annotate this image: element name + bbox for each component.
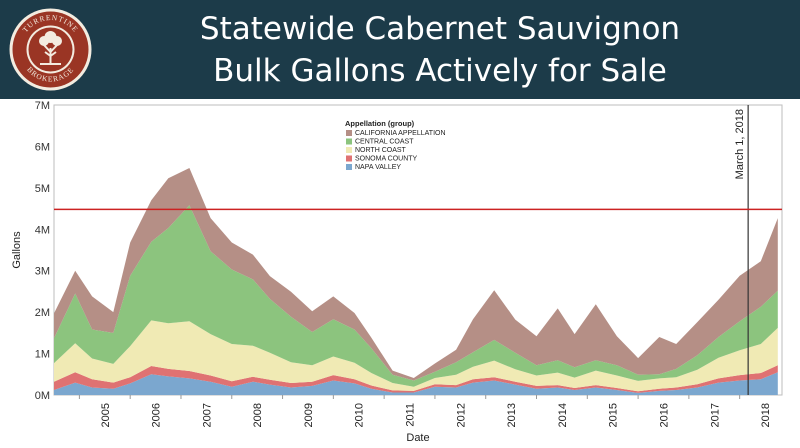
stacked-area-chart: 0M 1M 2M 3M 4M 5M 6M 7M 2005 2006 2007 2008 2009 2010… <box>0 99 800 448</box>
legend-item-label: NAPA VALLEY <box>355 164 401 171</box>
turrentine-brokerage-logo: TURRENTINE BROKERAGE <box>9 8 92 91</box>
header-banner: TURRENTINE BROKERAGE Statewide Cabernet … <box>0 0 800 99</box>
x-tick-label: 2009 <box>303 403 315 427</box>
x-tick-label: 2007 <box>201 403 213 427</box>
legend-swatch <box>346 155 352 162</box>
y-tick-label: 6M <box>35 141 50 153</box>
x-tick-label: 2006 <box>151 403 163 427</box>
legend-swatch <box>346 138 352 145</box>
x-tick-label: 2018 <box>760 403 772 427</box>
legend-swatch <box>346 130 352 136</box>
y-tick-label: 3M <box>35 266 50 278</box>
x-tick-label: 2010 <box>354 403 366 427</box>
title-line-2: Bulk Gallons Actively for Sale <box>213 53 667 89</box>
x-tick-label: 2016 <box>658 403 670 427</box>
page-title: Statewide Cabernet Sauvignon Bulk Gallon… <box>140 8 740 92</box>
x-tick-label: 2015 <box>608 403 620 427</box>
y-tick-label: 5M <box>35 183 50 195</box>
x-axis-title: Date <box>406 432 429 444</box>
x-tick-label: 2014 <box>557 403 569 427</box>
x-tick-label: 2017 <box>709 403 721 427</box>
area-series-north-coast <box>54 320 778 392</box>
legend-title: Appellation (group) <box>345 119 415 128</box>
legend-item-label: CENTRAL COAST <box>355 139 414 146</box>
x-tick-label: 2013 <box>506 403 518 427</box>
y-tick-label: 0M <box>35 390 50 402</box>
x-tick-label: 2008 <box>252 403 264 427</box>
x-tick-label: 2011 <box>405 403 417 427</box>
y-tick-label: 7M <box>35 100 50 112</box>
legend-item-label: SONOMA COUNTY <box>355 156 418 163</box>
reference-line-label: March 1, 2018 <box>734 109 746 179</box>
legend-swatch <box>346 164 352 170</box>
x-tick-label: 2005 <box>100 403 112 427</box>
area-series-central-coast <box>54 205 778 387</box>
area-series-napa-valley <box>54 372 778 395</box>
area-series-sonoma-county <box>54 365 778 393</box>
x-tick-label: 2012 <box>455 403 467 427</box>
legend-item-label: CALIFORNIA APPELLATION <box>355 130 446 137</box>
area-series-california-appellation <box>54 168 778 381</box>
legend-item-label: NORTH COAST <box>355 147 407 154</box>
y-tick-label: 2M <box>35 307 50 319</box>
y-tick-label: 1M <box>35 349 50 361</box>
title-line-1: Statewide Cabernet Sauvignon <box>199 11 681 47</box>
y-axis-title: Gallons <box>11 231 23 269</box>
legend-swatch <box>346 147 352 153</box>
y-tick-label: 4M <box>35 224 50 236</box>
